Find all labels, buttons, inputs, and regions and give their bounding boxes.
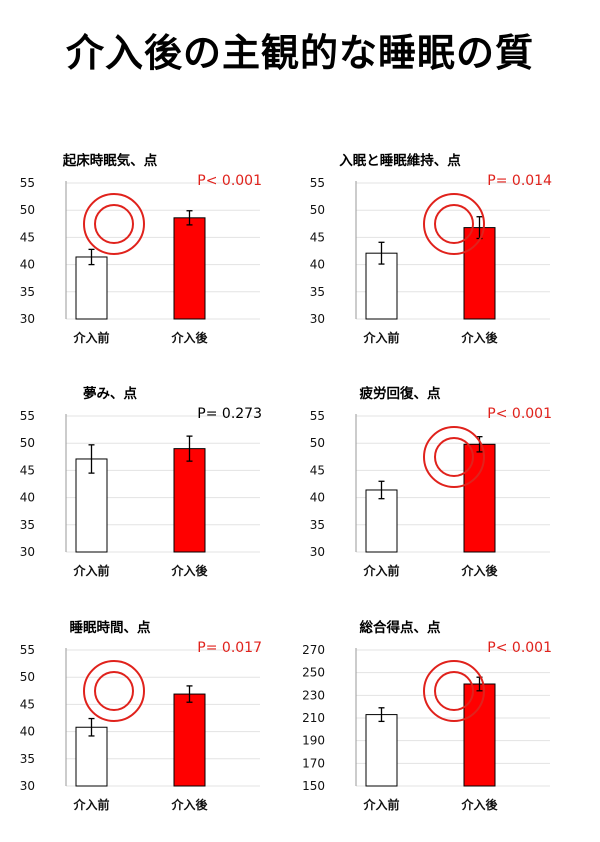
bar-after xyxy=(173,448,206,553)
chart-total-score: 総合得点、点 150 170 190 210 230 250 270 介入前 介入後 P< 0.00… xyxy=(300,612,590,842)
y-tick-label: 50 xyxy=(310,436,325,450)
category-label: 介入後 xyxy=(170,330,208,345)
y-tick-label: 45 xyxy=(20,230,35,244)
bar-after xyxy=(463,683,496,787)
p-value-label: P= 0.017 xyxy=(197,640,262,656)
chart-sleep-onset-maintenance: 入眠と睡眠維持、点 30 35 40 45 50 55 介入前 介入後 P= 0.014 xyxy=(300,145,590,375)
category-label: 介入前 xyxy=(72,797,109,812)
chart-title: 疲労回復、点 xyxy=(360,385,441,402)
page-title: 介入後の主観的な睡眠の質 xyxy=(65,31,534,75)
category-label: 介入前 xyxy=(72,330,109,345)
chart-title: 総合得点、点 xyxy=(360,619,441,636)
y-tick-label: 55 xyxy=(20,643,35,657)
y-tick-label: 30 xyxy=(20,545,35,559)
significance-outer-circle xyxy=(423,193,485,255)
bar-after xyxy=(463,227,496,320)
bar-before xyxy=(75,726,108,787)
significance-inner-circle xyxy=(94,671,134,711)
y-tick-label: 35 xyxy=(310,518,325,532)
y-tick-label: 30 xyxy=(20,312,35,326)
significance-inner-circle xyxy=(434,437,474,477)
bar-before xyxy=(365,489,398,553)
bar-before xyxy=(75,256,108,320)
chart-title: 起床時眠気、点 xyxy=(62,152,158,169)
y-tick-label: 50 xyxy=(20,670,35,684)
y-tick-label: 40 xyxy=(310,491,325,505)
significance-outer-circle xyxy=(423,660,485,722)
significance-inner-circle xyxy=(94,204,134,244)
y-tick-label: 50 xyxy=(20,436,35,450)
chart-dreaming: 夢み、点 30 35 40 45 50 55 介入前 介入後 P= 0.273 xyxy=(10,378,300,608)
y-tick-label: 30 xyxy=(310,545,325,559)
category-label: 介入後 xyxy=(460,797,498,812)
y-tick-label: 50 xyxy=(20,203,35,217)
chart-fatigue-recovery: 疲労回復、点 30 35 40 45 50 55 介入前 介入後 P< 0.001 xyxy=(300,378,590,608)
significance-outer-circle xyxy=(83,660,145,722)
y-tick-label: 45 xyxy=(20,697,35,711)
significance-outer-circle xyxy=(423,426,485,488)
y-tick-label: 40 xyxy=(20,725,35,739)
category-label: 介入前 xyxy=(362,797,399,812)
chart-title: 睡眠時間、点 xyxy=(70,619,151,636)
p-value-label: P< 0.001 xyxy=(487,406,552,422)
y-tick-label: 40 xyxy=(20,258,35,272)
p-value-label: P< 0.001 xyxy=(197,173,262,189)
bar-before xyxy=(75,458,108,553)
y-tick-label: 55 xyxy=(20,176,35,190)
y-tick-label: 40 xyxy=(20,491,35,505)
bar-after xyxy=(173,693,206,787)
chart-title: 夢み、点 xyxy=(83,385,137,402)
significance-inner-circle xyxy=(434,671,474,711)
category-label: 介入後 xyxy=(170,797,208,812)
y-tick-label: 250 xyxy=(302,666,325,680)
y-tick-label: 190 xyxy=(302,734,325,748)
bar-before xyxy=(365,252,398,320)
bar-after xyxy=(173,217,206,320)
chart-title: 入眠と睡眠維持、点 xyxy=(339,152,461,169)
y-tick-label: 45 xyxy=(310,463,325,477)
category-label: 介入前 xyxy=(362,330,399,345)
y-tick-label: 55 xyxy=(310,409,325,423)
y-tick-label: 35 xyxy=(20,752,35,766)
y-tick-label: 55 xyxy=(310,176,325,190)
p-value-label: P= 0.014 xyxy=(487,173,552,189)
y-tick-label: 210 xyxy=(302,711,325,725)
chart-wake-sleepiness: 起床時眠気、点 30 35 40 45 50 55 介入前 介入後 P< 0.001 xyxy=(10,145,300,375)
y-tick-label: 30 xyxy=(20,779,35,793)
y-tick-label: 170 xyxy=(302,756,325,770)
significance-inner-circle xyxy=(434,204,474,244)
y-tick-label: 35 xyxy=(20,285,35,299)
y-tick-label: 35 xyxy=(20,518,35,532)
y-tick-label: 45 xyxy=(20,463,35,477)
category-label: 介入後 xyxy=(170,563,208,578)
p-value-label: P< 0.001 xyxy=(487,640,552,656)
y-tick-label: 30 xyxy=(310,312,325,326)
bar-after xyxy=(463,443,496,553)
y-tick-label: 45 xyxy=(310,230,325,244)
y-tick-label: 150 xyxy=(302,779,325,793)
category-label: 介入前 xyxy=(72,563,109,578)
bar-before xyxy=(365,714,398,787)
chart-sleep-duration: 睡眠時間、点 30 35 40 45 50 55 介入前 介入後 P= 0.017 xyxy=(10,612,300,842)
category-label: 介入後 xyxy=(460,330,498,345)
category-label: 介入後 xyxy=(460,563,498,578)
y-tick-label: 230 xyxy=(302,688,325,702)
y-tick-label: 270 xyxy=(302,643,325,657)
y-tick-label: 50 xyxy=(310,203,325,217)
category-label: 介入前 xyxy=(362,563,399,578)
y-tick-label: 40 xyxy=(310,258,325,272)
p-value-label: P= 0.273 xyxy=(197,406,262,422)
y-tick-label: 35 xyxy=(310,285,325,299)
significance-outer-circle xyxy=(83,193,145,255)
y-tick-label: 55 xyxy=(20,409,35,423)
